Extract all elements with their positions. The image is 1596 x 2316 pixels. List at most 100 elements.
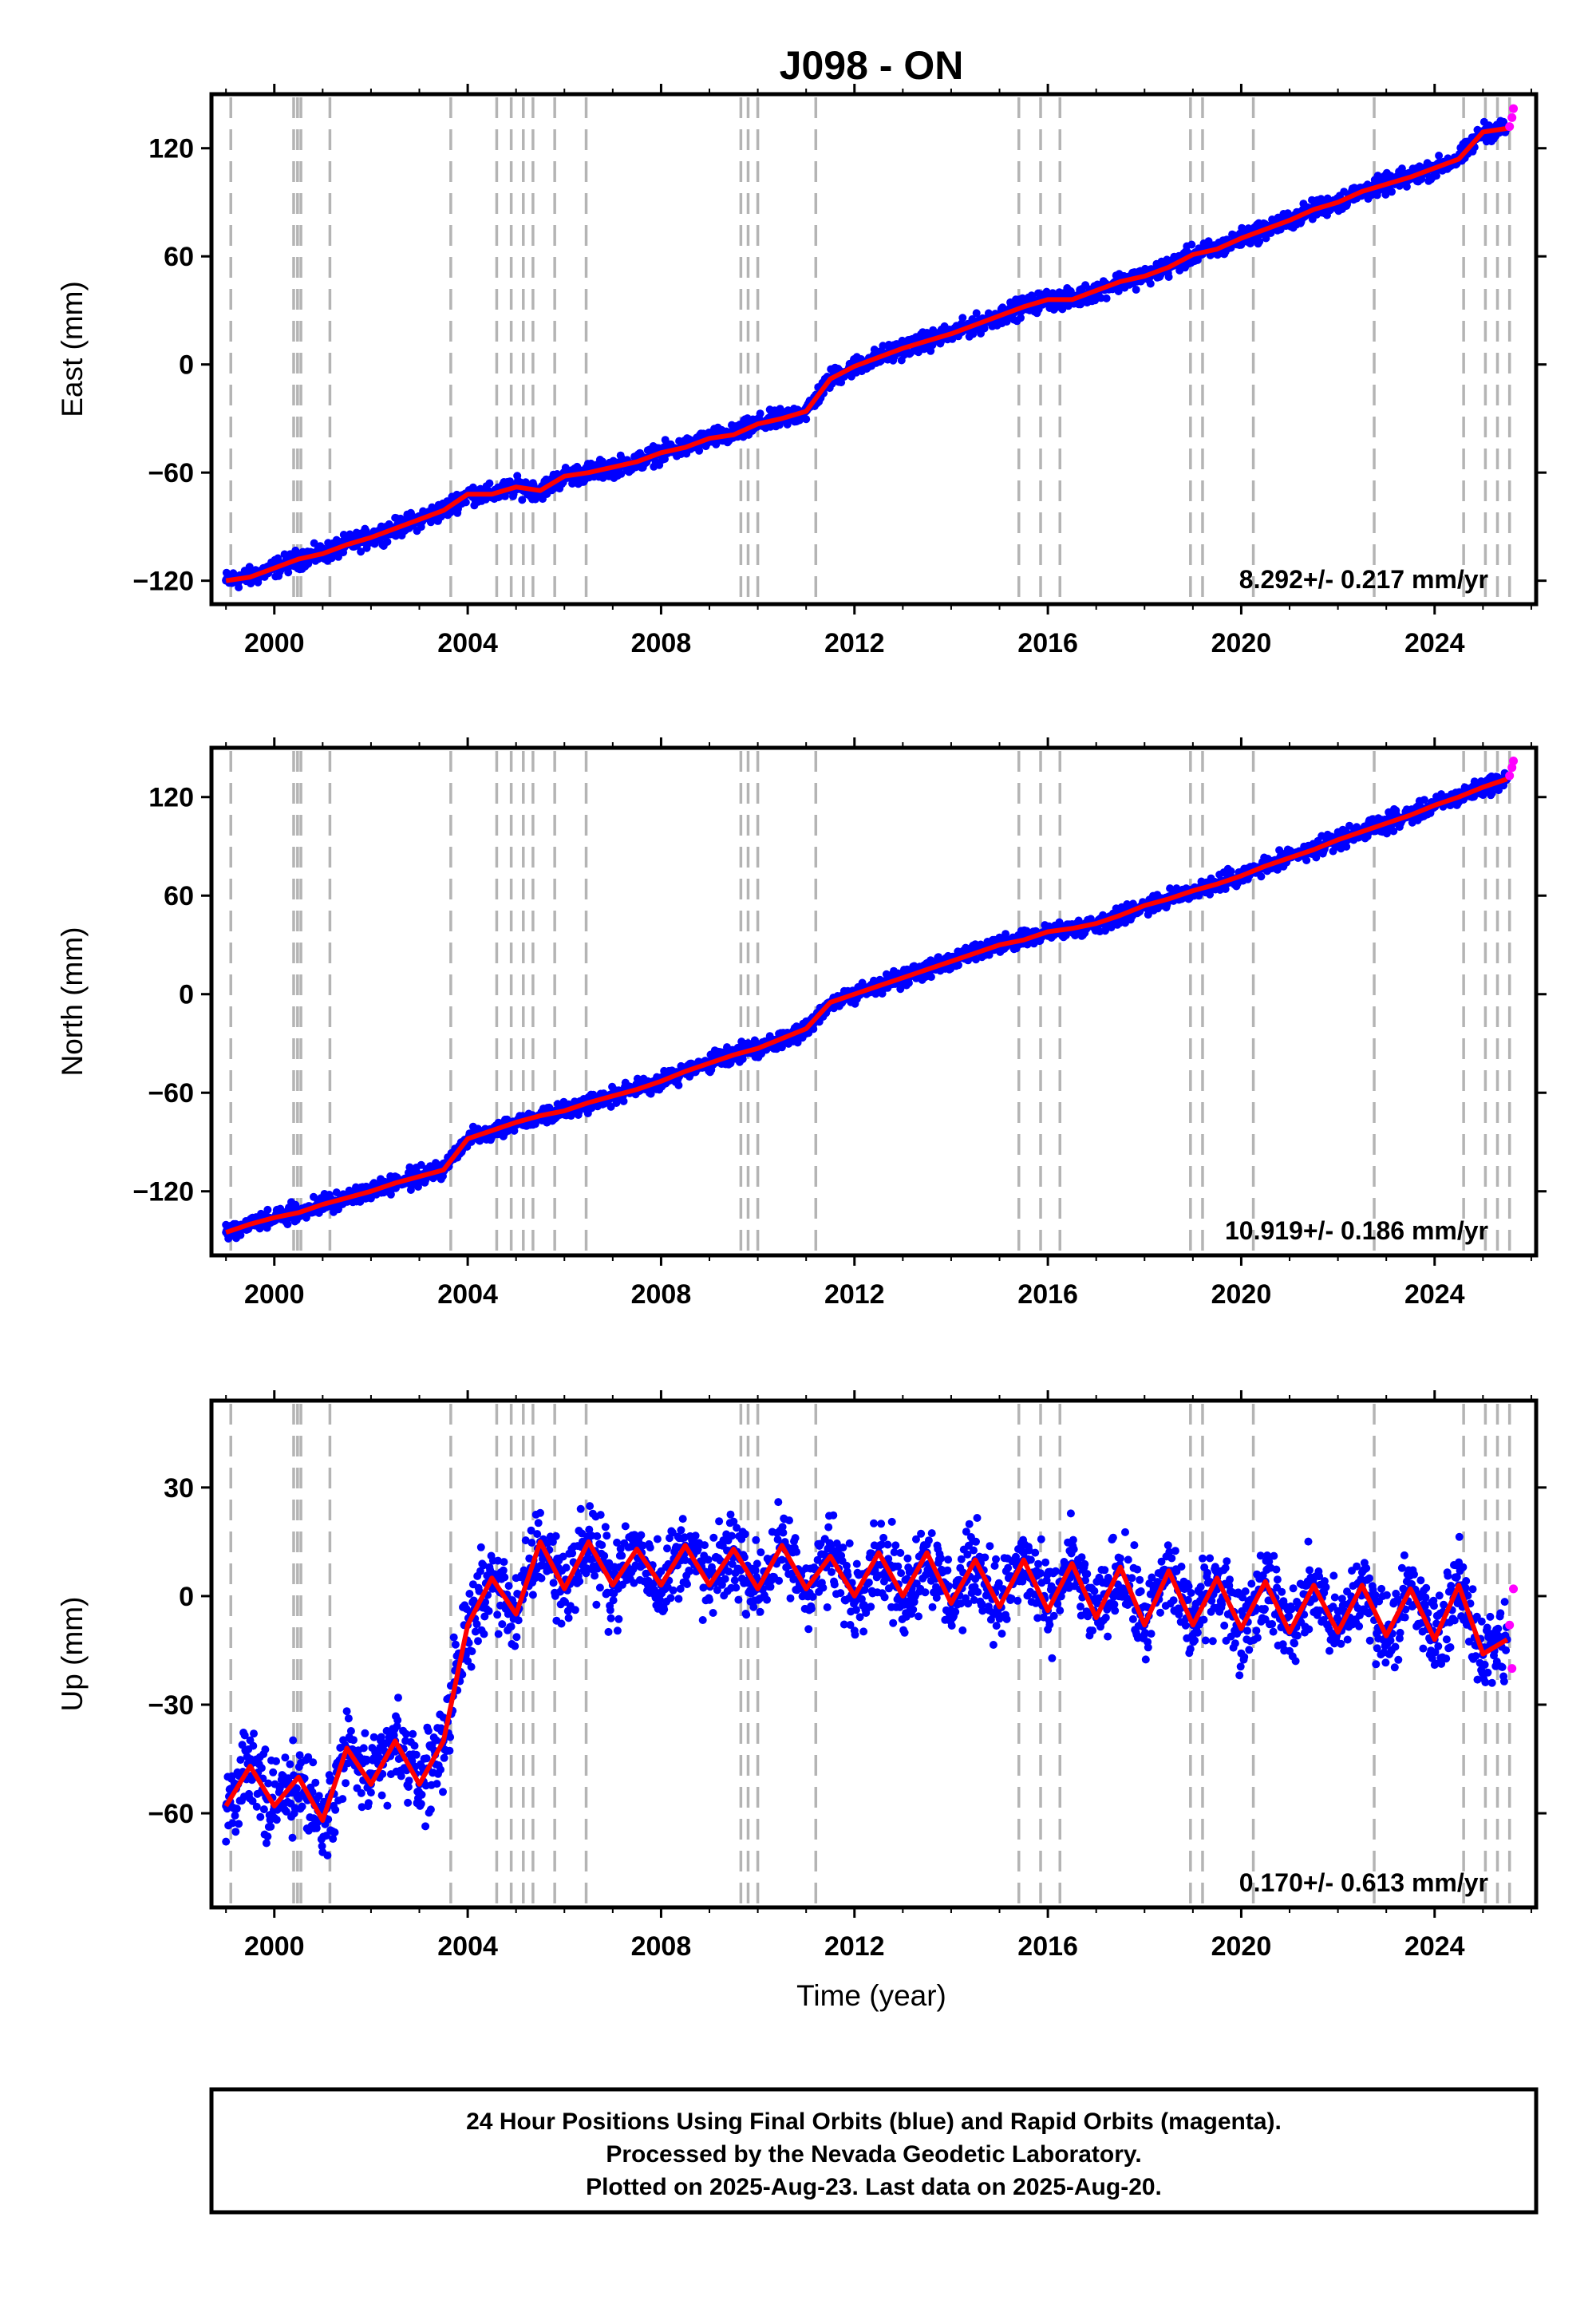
- y-axis-label: East (mm): [56, 281, 89, 417]
- final-point: [1187, 240, 1196, 249]
- final-point: [501, 492, 509, 500]
- y-tick-label: 120: [148, 134, 194, 164]
- final-point: [958, 314, 967, 322]
- rate-label: 8.292+/- 0.217 mm/yr: [1239, 565, 1488, 594]
- final-point: [310, 539, 318, 547]
- rapid-point: [1505, 771, 1515, 781]
- final-point: [231, 1828, 240, 1836]
- final-point: [286, 1760, 294, 1769]
- final-point: [421, 1822, 430, 1831]
- x-tick-label: 2016: [1017, 1279, 1078, 1310]
- final-point: [426, 1805, 435, 1814]
- final-point: [263, 1205, 272, 1214]
- final-point: [1146, 279, 1155, 288]
- final-point: [342, 1707, 351, 1716]
- final-point: [904, 978, 913, 987]
- final-point: [222, 1837, 231, 1846]
- up-panel: 2000 2004 2008 2012 2016 2020 2024−60−30030Up …: [56, 1390, 1547, 1962]
- final-point: [311, 1778, 320, 1787]
- north-panel: 2000 2004 2008 2012 2016 2020 2024 −120 −60 0 60 12…: [56, 737, 1547, 1310]
- final-point: [433, 1780, 441, 1788]
- x-tick-label: 2000: [244, 628, 305, 658]
- final-point: [252, 1802, 261, 1811]
- final-point: [235, 583, 243, 591]
- x-tick-label: 2020: [1211, 1279, 1272, 1310]
- final-point: [232, 1804, 241, 1813]
- rate-label: 10.919+/- 0.186 mm/yr: [1225, 1216, 1488, 1245]
- final-point: [261, 1745, 270, 1754]
- final-point: [344, 1714, 353, 1723]
- final-point: [412, 1750, 421, 1759]
- final-point: [357, 1788, 365, 1797]
- final-point: [338, 1795, 347, 1804]
- x-tick-label: 2016: [1017, 628, 1078, 658]
- y-tick-label: −60: [148, 1078, 194, 1109]
- final-point: [346, 1727, 355, 1735]
- final-point: [383, 1801, 392, 1810]
- final-point: [409, 1729, 417, 1738]
- y-tick-label: −120: [132, 567, 194, 597]
- final-point: [269, 1768, 278, 1777]
- final-point: [1164, 273, 1173, 281]
- y-tick-label: 0: [179, 350, 194, 381]
- final-point: [485, 479, 494, 488]
- final-point: [383, 537, 392, 546]
- final-point: [364, 1799, 373, 1808]
- y-tick-label: 120: [148, 783, 194, 813]
- x-tick-label: 2004: [437, 1279, 498, 1310]
- final-point: [259, 1805, 268, 1814]
- final-point: [289, 1736, 298, 1745]
- y-tick-label: 0: [179, 980, 194, 1010]
- final-point: [267, 1822, 275, 1831]
- final-point: [350, 1736, 358, 1745]
- plot-area: [211, 1401, 1536, 1907]
- final-point: [461, 498, 470, 507]
- final-point: [518, 496, 527, 504]
- rapid-point: [1509, 104, 1519, 113]
- final-point: [1257, 872, 1266, 881]
- final-point: [263, 1832, 272, 1841]
- final-point: [405, 1777, 413, 1785]
- rapid-point: [1509, 756, 1519, 765]
- rapid-point: [1507, 113, 1517, 122]
- final-point: [272, 1816, 281, 1824]
- final-point: [231, 1812, 239, 1820]
- final-point: [342, 1779, 350, 1788]
- y-tick-label: 60: [164, 881, 194, 911]
- x-tick-label: 2008: [631, 628, 692, 658]
- final-point: [802, 415, 811, 424]
- final-point: [281, 1753, 290, 1762]
- final-point: [410, 1741, 419, 1750]
- final-point: [674, 1081, 683, 1089]
- final-point: [422, 1754, 431, 1763]
- final-point: [394, 1694, 402, 1702]
- y-tick-label: −60: [148, 458, 194, 488]
- final-point: [393, 1716, 402, 1725]
- east-panel: 2000 2004 2008 2012 2016 2020 2024−120−6006012…: [56, 84, 1547, 658]
- final-point: [439, 1788, 447, 1796]
- final-point: [440, 1753, 448, 1762]
- final-point: [926, 973, 935, 982]
- x-tick-label: 2008: [631, 1279, 692, 1310]
- x-tick-label: 2000: [244, 1279, 305, 1310]
- final-point: [357, 547, 365, 556]
- final-point: [1388, 188, 1396, 196]
- final-point: [250, 1729, 258, 1738]
- x-tick-label: 2012: [824, 1279, 885, 1310]
- final-point: [284, 568, 293, 577]
- y-tick-label: 60: [164, 242, 194, 272]
- final-point: [256, 1812, 265, 1821]
- final-point: [417, 1800, 425, 1808]
- final-point: [619, 1097, 628, 1105]
- final-point: [330, 1828, 339, 1836]
- y-tick-label: −120: [132, 1177, 194, 1207]
- final-point: [617, 469, 626, 478]
- x-tick-label: 2020: [1211, 628, 1272, 658]
- final-point: [1342, 842, 1351, 851]
- x-tick-label: 2024: [1404, 1279, 1465, 1310]
- chart-title: J098 - ON: [780, 43, 964, 88]
- final-point: [323, 1851, 332, 1860]
- final-point: [377, 1791, 386, 1800]
- x-tick-label: 2012: [824, 628, 885, 658]
